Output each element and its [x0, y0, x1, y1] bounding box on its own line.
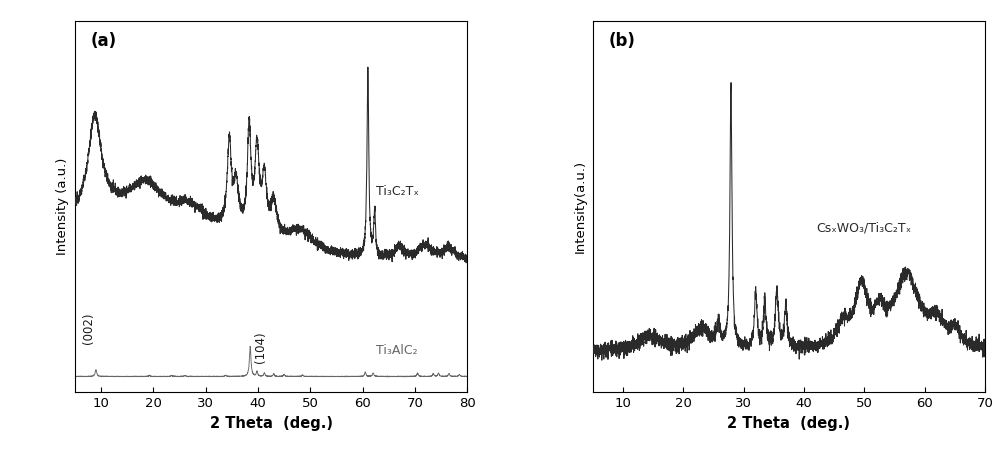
Text: Ti₃C₂Tₓ: Ti₃C₂Tₓ	[376, 185, 419, 197]
X-axis label: 2 Theta  (deg.): 2 Theta (deg.)	[210, 416, 333, 431]
Y-axis label: Intensity(a.u.): Intensity(a.u.)	[574, 160, 587, 253]
Y-axis label: Intensity (a.u.): Intensity (a.u.)	[56, 158, 69, 255]
Text: (b): (b)	[608, 32, 635, 50]
Text: (a): (a)	[91, 32, 117, 50]
Text: Ti₃AlC₂: Ti₃AlC₂	[376, 344, 417, 357]
Text: CsₓWO₃/Ti₃C₂Tₓ: CsₓWO₃/Ti₃C₂Tₓ	[816, 222, 911, 235]
X-axis label: 2 Theta  (deg.): 2 Theta (deg.)	[727, 416, 850, 431]
Text: (104): (104)	[254, 331, 267, 363]
Text: (002): (002)	[82, 313, 95, 344]
